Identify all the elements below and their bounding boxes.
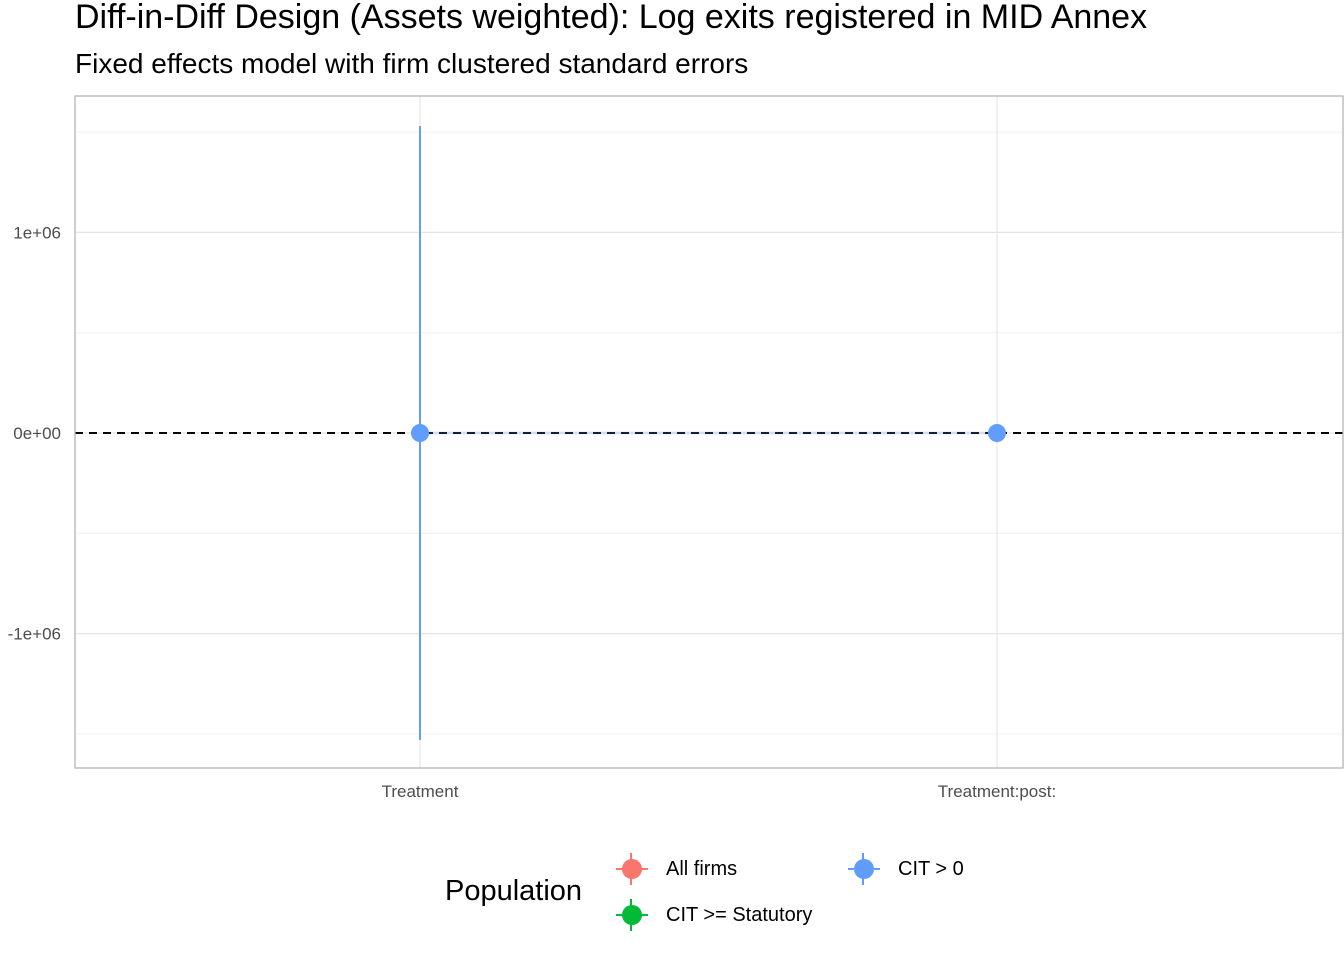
marks-layer — [411, 126, 1006, 740]
legend-item-cit-statutory: CIT >= Statutory — [610, 893, 812, 937]
point-treatment — [411, 424, 429, 443]
y-tick-label: 1e+06 — [13, 223, 61, 242]
y-tick-label: 0e+00 — [13, 424, 61, 443]
legend-title: Population — [445, 875, 583, 907]
legend-key-all-firms — [610, 847, 654, 891]
legend-key-dot — [854, 859, 874, 879]
legend: Population All firms CIT >= Statutory CI… — [445, 845, 1065, 945]
legend-key-dot — [622, 859, 642, 879]
point-treatment-post — [988, 424, 1006, 443]
legend-key-dot — [622, 905, 642, 925]
chart-subtitle: Fixed effects model with firm clustered … — [75, 48, 749, 79]
legend-key-cit-statutory — [610, 893, 654, 937]
x-tick-label: Treatment — [382, 782, 459, 801]
legend-item-cit-positive: CIT > 0 — [842, 847, 964, 891]
legend-label-cit-positive: CIT > 0 — [898, 857, 964, 880]
chart-title: Diff-in-Diff Design (Assets weighted): L… — [75, 0, 1148, 36]
axis-layer: -1e+06 0e+00 1e+06 Treatment Treatment:post: — [8, 95, 1344, 801]
legend-key-cit-positive — [842, 847, 886, 891]
x-tick-label: Treatment:post: — [938, 782, 1056, 801]
legend-item-all-firms: All firms — [610, 847, 737, 891]
legend-label-cit-statutory: CIT >= Statutory — [666, 903, 813, 926]
panel-border — [74, 95, 1344, 769]
legend-label-all-firms: All firms — [666, 857, 738, 880]
y-tick-label: -1e+06 — [8, 625, 61, 644]
